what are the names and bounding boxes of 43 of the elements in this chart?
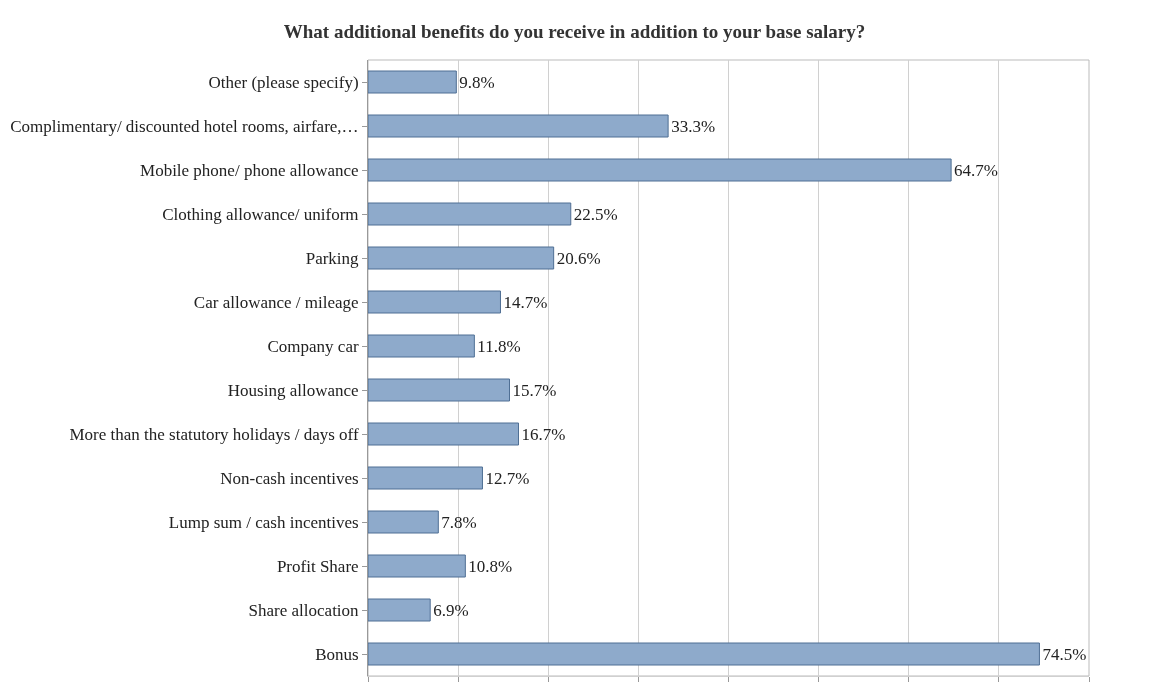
- data-label: 22.5%: [573, 204, 618, 224]
- y-tick-label: Non-cash incentives: [220, 468, 359, 488]
- y-tick-label: Housing allowance: [227, 380, 359, 400]
- y-tick-label: More than the statutory holidays / days off: [69, 424, 359, 444]
- data-label: 10.8%: [468, 556, 513, 576]
- data-label: 74.5%: [1042, 644, 1087, 664]
- data-label: 20.6%: [556, 248, 601, 268]
- data-label: 14.7%: [503, 292, 548, 312]
- data-label: 64.7%: [954, 160, 999, 180]
- bar: [368, 202, 572, 226]
- y-tick-label: Bonus: [315, 644, 359, 664]
- bar: [368, 158, 952, 182]
- data-label: 12.7%: [485, 468, 530, 488]
- chart-title: What additional benefits do you receive in addition to your base salary?: [283, 20, 866, 42]
- data-label: 9.8%: [459, 72, 495, 92]
- data-label: 15.7%: [512, 380, 557, 400]
- data-label: 7.8%: [441, 512, 477, 532]
- data-label: 6.9%: [433, 600, 469, 620]
- y-tick-label: Company car: [267, 336, 359, 356]
- y-tick-label: Profit Share: [276, 556, 359, 576]
- data-label: 16.7%: [521, 424, 566, 444]
- y-tick-label: Share allocation: [248, 600, 360, 620]
- bar: [368, 466, 483, 490]
- bar: [368, 246, 555, 270]
- bar: [368, 598, 431, 622]
- bar: [368, 510, 439, 534]
- bar: [368, 70, 457, 94]
- y-tick-label: Clothing allowance/ uniform: [162, 204, 359, 224]
- bar: [368, 642, 1040, 666]
- bar: [368, 422, 520, 446]
- y-tick-label: Lump sum / cash incentives: [168, 512, 359, 532]
- y-tick-label: Car allowance / mileage: [193, 292, 359, 312]
- y-tick-label: Other (please specify): [208, 72, 359, 92]
- y-tick-label: Mobile phone/ phone allowance: [140, 160, 359, 180]
- bar: [368, 554, 466, 578]
- bar: [368, 378, 510, 402]
- data-label: 11.8%: [477, 336, 521, 356]
- data-label: 33.3%: [671, 116, 716, 136]
- bar: [368, 290, 501, 314]
- y-tick-label: Parking: [305, 248, 360, 268]
- bar: [368, 114, 669, 138]
- bar: [368, 334, 475, 358]
- y-tick-label: Complimentary/ discounted hotel rooms, airfare,…: [10, 116, 359, 136]
